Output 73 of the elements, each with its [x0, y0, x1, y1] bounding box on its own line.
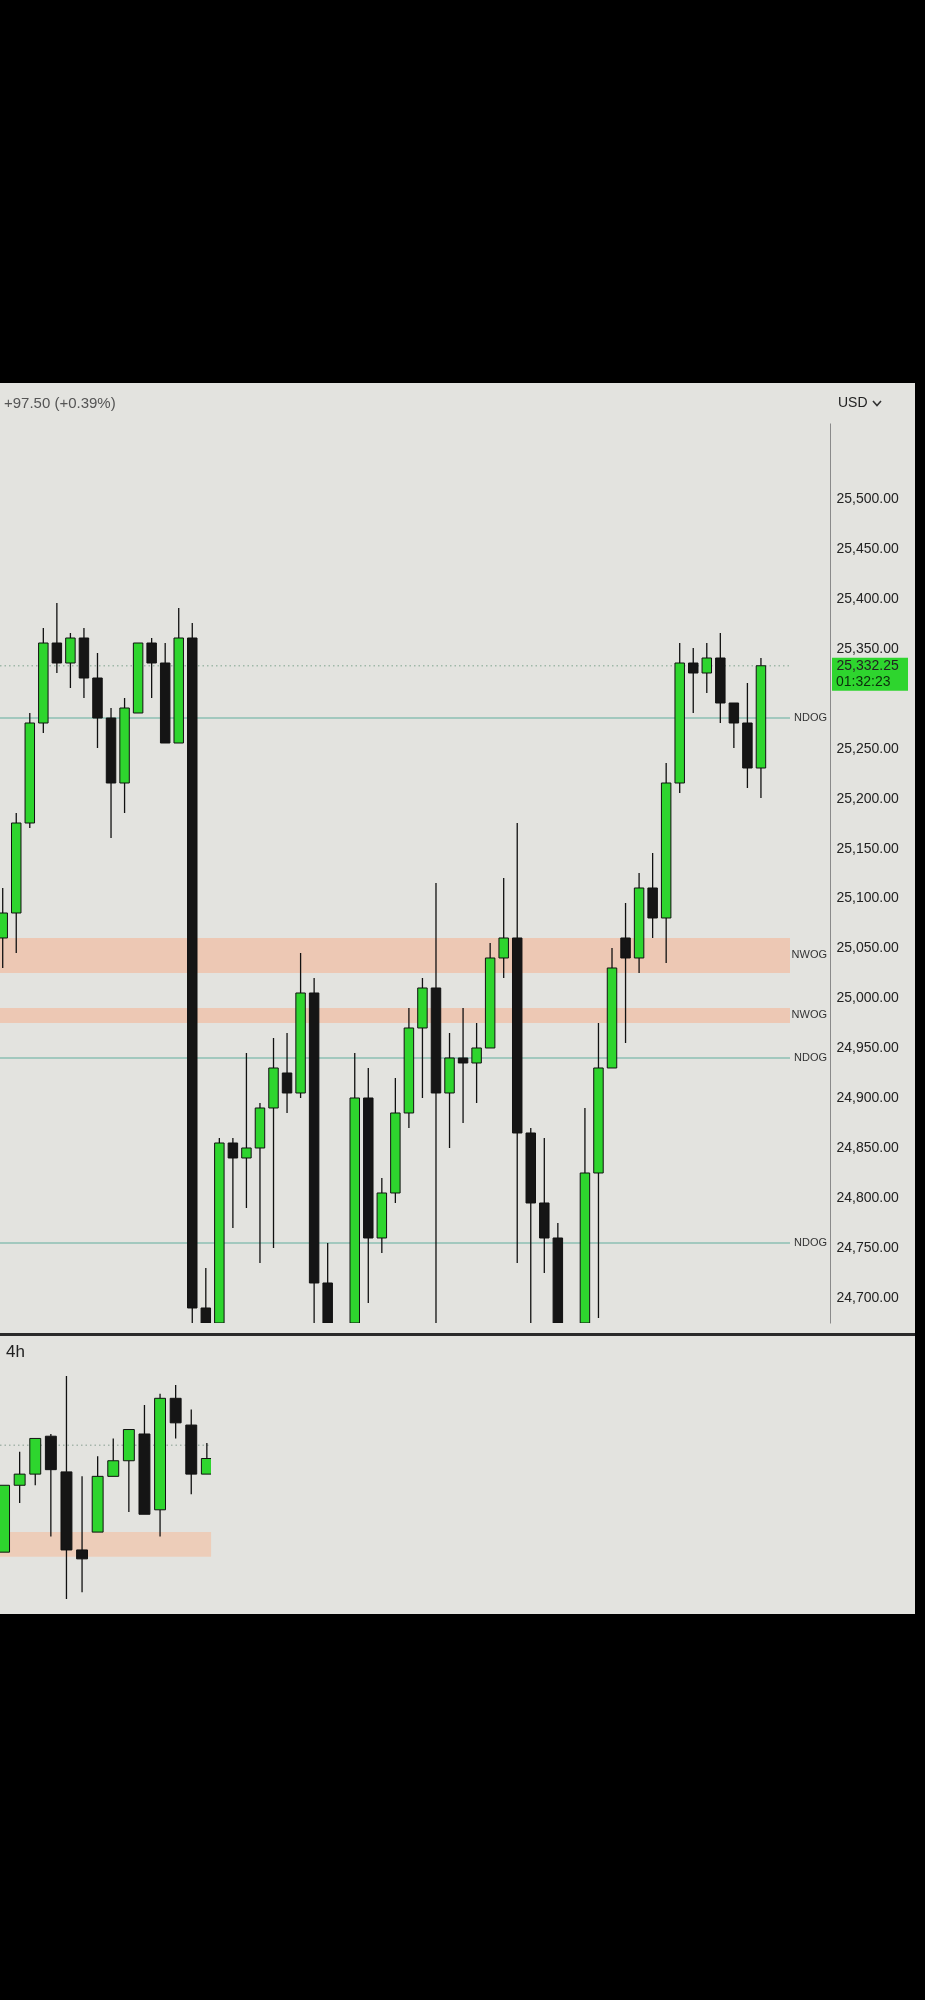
candlestick: [539, 1137, 550, 1274]
candlestick: [430, 882, 442, 1323]
y-tick-label: 24,850.00: [836, 1139, 899, 1156]
candlestick: [78, 627, 90, 699]
candlestick: [254, 1102, 266, 1264]
candlestick: [44, 1433, 57, 1538]
candlestick: [457, 1007, 469, 1124]
candlestick: [51, 602, 63, 674]
candlestick: [363, 1067, 374, 1304]
candlestick: [322, 1242, 333, 1323]
candlestick: [728, 702, 740, 749]
candlestick: [281, 1032, 293, 1114]
y-tick-label: 24,900.00: [836, 1089, 899, 1106]
y-axis-title: USD: [838, 394, 868, 410]
y-tick-label: 24,750.00: [836, 1239, 899, 1256]
candlestick: [154, 1393, 167, 1538]
candlestick: [76, 1475, 89, 1593]
y-tick-label: 25,200.00: [836, 789, 899, 806]
candlestick: [268, 1037, 279, 1249]
candlestick: [620, 902, 631, 1044]
candlestick: [91, 1455, 104, 1533]
candlestick: [403, 1007, 415, 1129]
candlestick: [200, 1267, 212, 1323]
candlestick: [498, 877, 509, 979]
y-tick-label: 25,050.00: [836, 939, 899, 956]
candlestick: [107, 1437, 120, 1477]
candlestick: [511, 822, 523, 1264]
y-tick-label: 25,100.00: [836, 889, 899, 906]
y-tick-label: 25,450.00: [836, 539, 899, 556]
ref-line-label: NDOG: [794, 711, 827, 723]
y-tick-label: 25,500.00: [836, 489, 899, 506]
text: +97.50 (+0.39%): [4, 394, 116, 411]
candlestick: [122, 1429, 135, 1513]
candlestick: [349, 1052, 360, 1323]
y-tick-label: 24,800.00: [836, 1189, 899, 1206]
candlestick: [593, 1022, 604, 1319]
candlestick: [159, 642, 171, 744]
y-tick-label: 25,400.00: [836, 589, 899, 606]
y-tick-label: 25,000.00: [836, 989, 899, 1006]
candlestick: [755, 657, 767, 799]
candlestick: [105, 707, 117, 839]
candlestick: [715, 632, 726, 724]
y-tick-label: 25,332.25: [836, 657, 899, 674]
candlestick: [200, 1442, 212, 1475]
candlestick: [647, 852, 658, 939]
y-tick-label: 25,350.00: [836, 639, 899, 656]
candlestick: [60, 1375, 73, 1600]
candlestick: [606, 947, 618, 1069]
band-label: NWOG: [791, 948, 827, 961]
candlestick: [633, 872, 645, 974]
y-tick-label: 24,700.00: [836, 1289, 899, 1306]
candlestick: [308, 977, 320, 1323]
ref-line-label: NDOG: [794, 1051, 827, 1063]
candlestick: [660, 762, 672, 964]
candlestick: [241, 1052, 252, 1209]
candlestick: [579, 1107, 591, 1323]
candlestick: [444, 1032, 455, 1149]
band-label: NWOG: [791, 1008, 827, 1021]
y-tick-label: 25,150.00: [836, 839, 899, 856]
ref-line-label: NDOG: [794, 1236, 827, 1248]
candlestick: [92, 652, 103, 749]
text: 01:32:23: [836, 672, 891, 689]
candlestick: [138, 1404, 151, 1515]
candlestick: [471, 1022, 482, 1104]
candlestick: [227, 1137, 239, 1229]
candlestick: [173, 607, 184, 744]
y-tick-label: 24,950.00: [836, 1039, 899, 1056]
candlestick: [742, 682, 753, 789]
candlestick: [0, 1484, 11, 1553]
y-tick-label: 25,250.00: [836, 739, 899, 756]
chart-title: 4h: [6, 1342, 25, 1361]
candlestick: [484, 942, 496, 1049]
candlestick: [132, 642, 144, 714]
